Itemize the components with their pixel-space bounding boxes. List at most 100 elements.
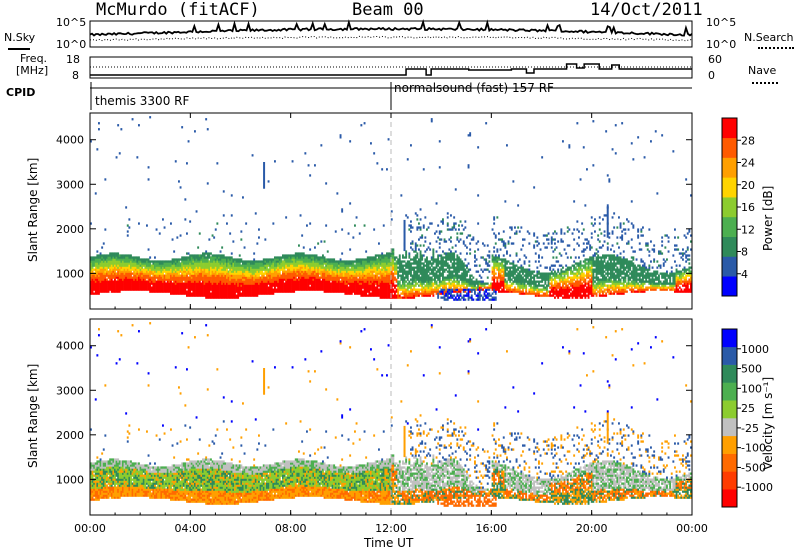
power-cell — [123, 262, 126, 265]
power-cell — [488, 250, 491, 253]
power-cell — [325, 284, 328, 287]
power-cell — [309, 286, 312, 289]
power-cell — [107, 254, 110, 257]
power-cell — [168, 260, 171, 263]
power-cell — [453, 282, 456, 285]
power-cell — [264, 288, 267, 291]
power-cell — [134, 258, 137, 261]
power-cell — [147, 270, 150, 273]
power-cell — [326, 268, 329, 271]
power-cell — [330, 288, 332, 291]
power-cell — [338, 276, 340, 279]
power-cell — [469, 252, 472, 255]
power-cell — [206, 182, 209, 185]
power-cell — [144, 280, 147, 283]
power-cell — [310, 262, 313, 265]
power-cell — [254, 278, 257, 281]
power-cell — [275, 264, 278, 267]
power-cell — [166, 288, 169, 291]
power-cell — [438, 286, 441, 289]
power-cell — [158, 276, 161, 279]
power-cell — [131, 260, 134, 263]
power-cell — [155, 270, 158, 273]
power-cell — [293, 254, 296, 257]
power-cell — [378, 262, 380, 265]
power-cell — [350, 268, 353, 271]
power-cell — [421, 236, 424, 239]
power-cell — [179, 286, 182, 289]
power-cell — [166, 280, 169, 283]
power-cell — [115, 264, 118, 267]
power-cell — [229, 262, 232, 265]
power-cell — [389, 294, 392, 297]
power-cell — [240, 280, 243, 283]
power-cell — [262, 262, 265, 265]
power-cell — [274, 284, 276, 287]
power-cell — [206, 254, 209, 257]
power-cell — [174, 276, 177, 279]
power-cell — [272, 288, 275, 291]
power-cell — [344, 272, 347, 275]
power-cell — [237, 266, 240, 269]
power-cell — [358, 290, 361, 293]
power-cell — [104, 278, 107, 281]
power-cell — [470, 296, 473, 299]
power-cell — [104, 274, 107, 277]
power-cell — [336, 270, 339, 273]
power-cell — [98, 286, 100, 289]
power-cell — [430, 276, 433, 279]
power-cell — [109, 264, 112, 267]
power-cell — [96, 250, 99, 253]
power-cell — [248, 272, 251, 275]
power-cell — [120, 264, 123, 267]
power-cell — [397, 292, 400, 295]
power-cell — [125, 286, 128, 289]
power-cell — [354, 266, 356, 269]
power-cell — [478, 298, 481, 301]
power-cell — [403, 282, 406, 285]
power-cell — [190, 278, 193, 281]
power-cell — [493, 274, 496, 277]
power-cell — [243, 266, 246, 269]
power-cell — [272, 270, 275, 273]
power-cell — [387, 264, 390, 267]
power-cell — [355, 262, 358, 265]
power-cell — [122, 254, 124, 257]
power-cell — [110, 252, 113, 255]
power-cell — [194, 284, 196, 287]
power-cell — [171, 264, 174, 267]
power-cell — [314, 164, 316, 167]
power-cell — [307, 258, 310, 261]
power-cell — [258, 228, 260, 231]
power-cell — [101, 266, 104, 269]
power-cell — [320, 262, 323, 265]
power-cell — [357, 288, 360, 291]
power-cell — [134, 266, 137, 269]
power-cell — [178, 290, 180, 293]
power-cell — [162, 286, 164, 289]
power-cell — [142, 280, 145, 283]
power-cell — [198, 274, 201, 277]
power-cell — [266, 278, 268, 281]
power-cell — [211, 234, 214, 237]
power-cell — [128, 270, 131, 273]
power-cell — [91, 288, 94, 291]
power-cell — [110, 266, 113, 269]
power-cell — [494, 296, 497, 299]
power-cell — [117, 282, 120, 285]
power-cell — [350, 290, 353, 293]
power-cell — [146, 282, 148, 285]
power-cell — [106, 258, 108, 261]
power-cell — [323, 240, 326, 243]
power-cell — [494, 254, 497, 257]
power-cell — [339, 286, 342, 289]
power-cell — [421, 256, 424, 259]
power-cell — [110, 268, 113, 271]
power-cell — [322, 262, 324, 265]
power-cell — [254, 264, 257, 267]
power-cell — [374, 280, 377, 283]
power-cell — [242, 196, 244, 199]
power-cell — [275, 266, 278, 269]
power-cell — [154, 278, 156, 281]
power-cell — [304, 270, 307, 273]
